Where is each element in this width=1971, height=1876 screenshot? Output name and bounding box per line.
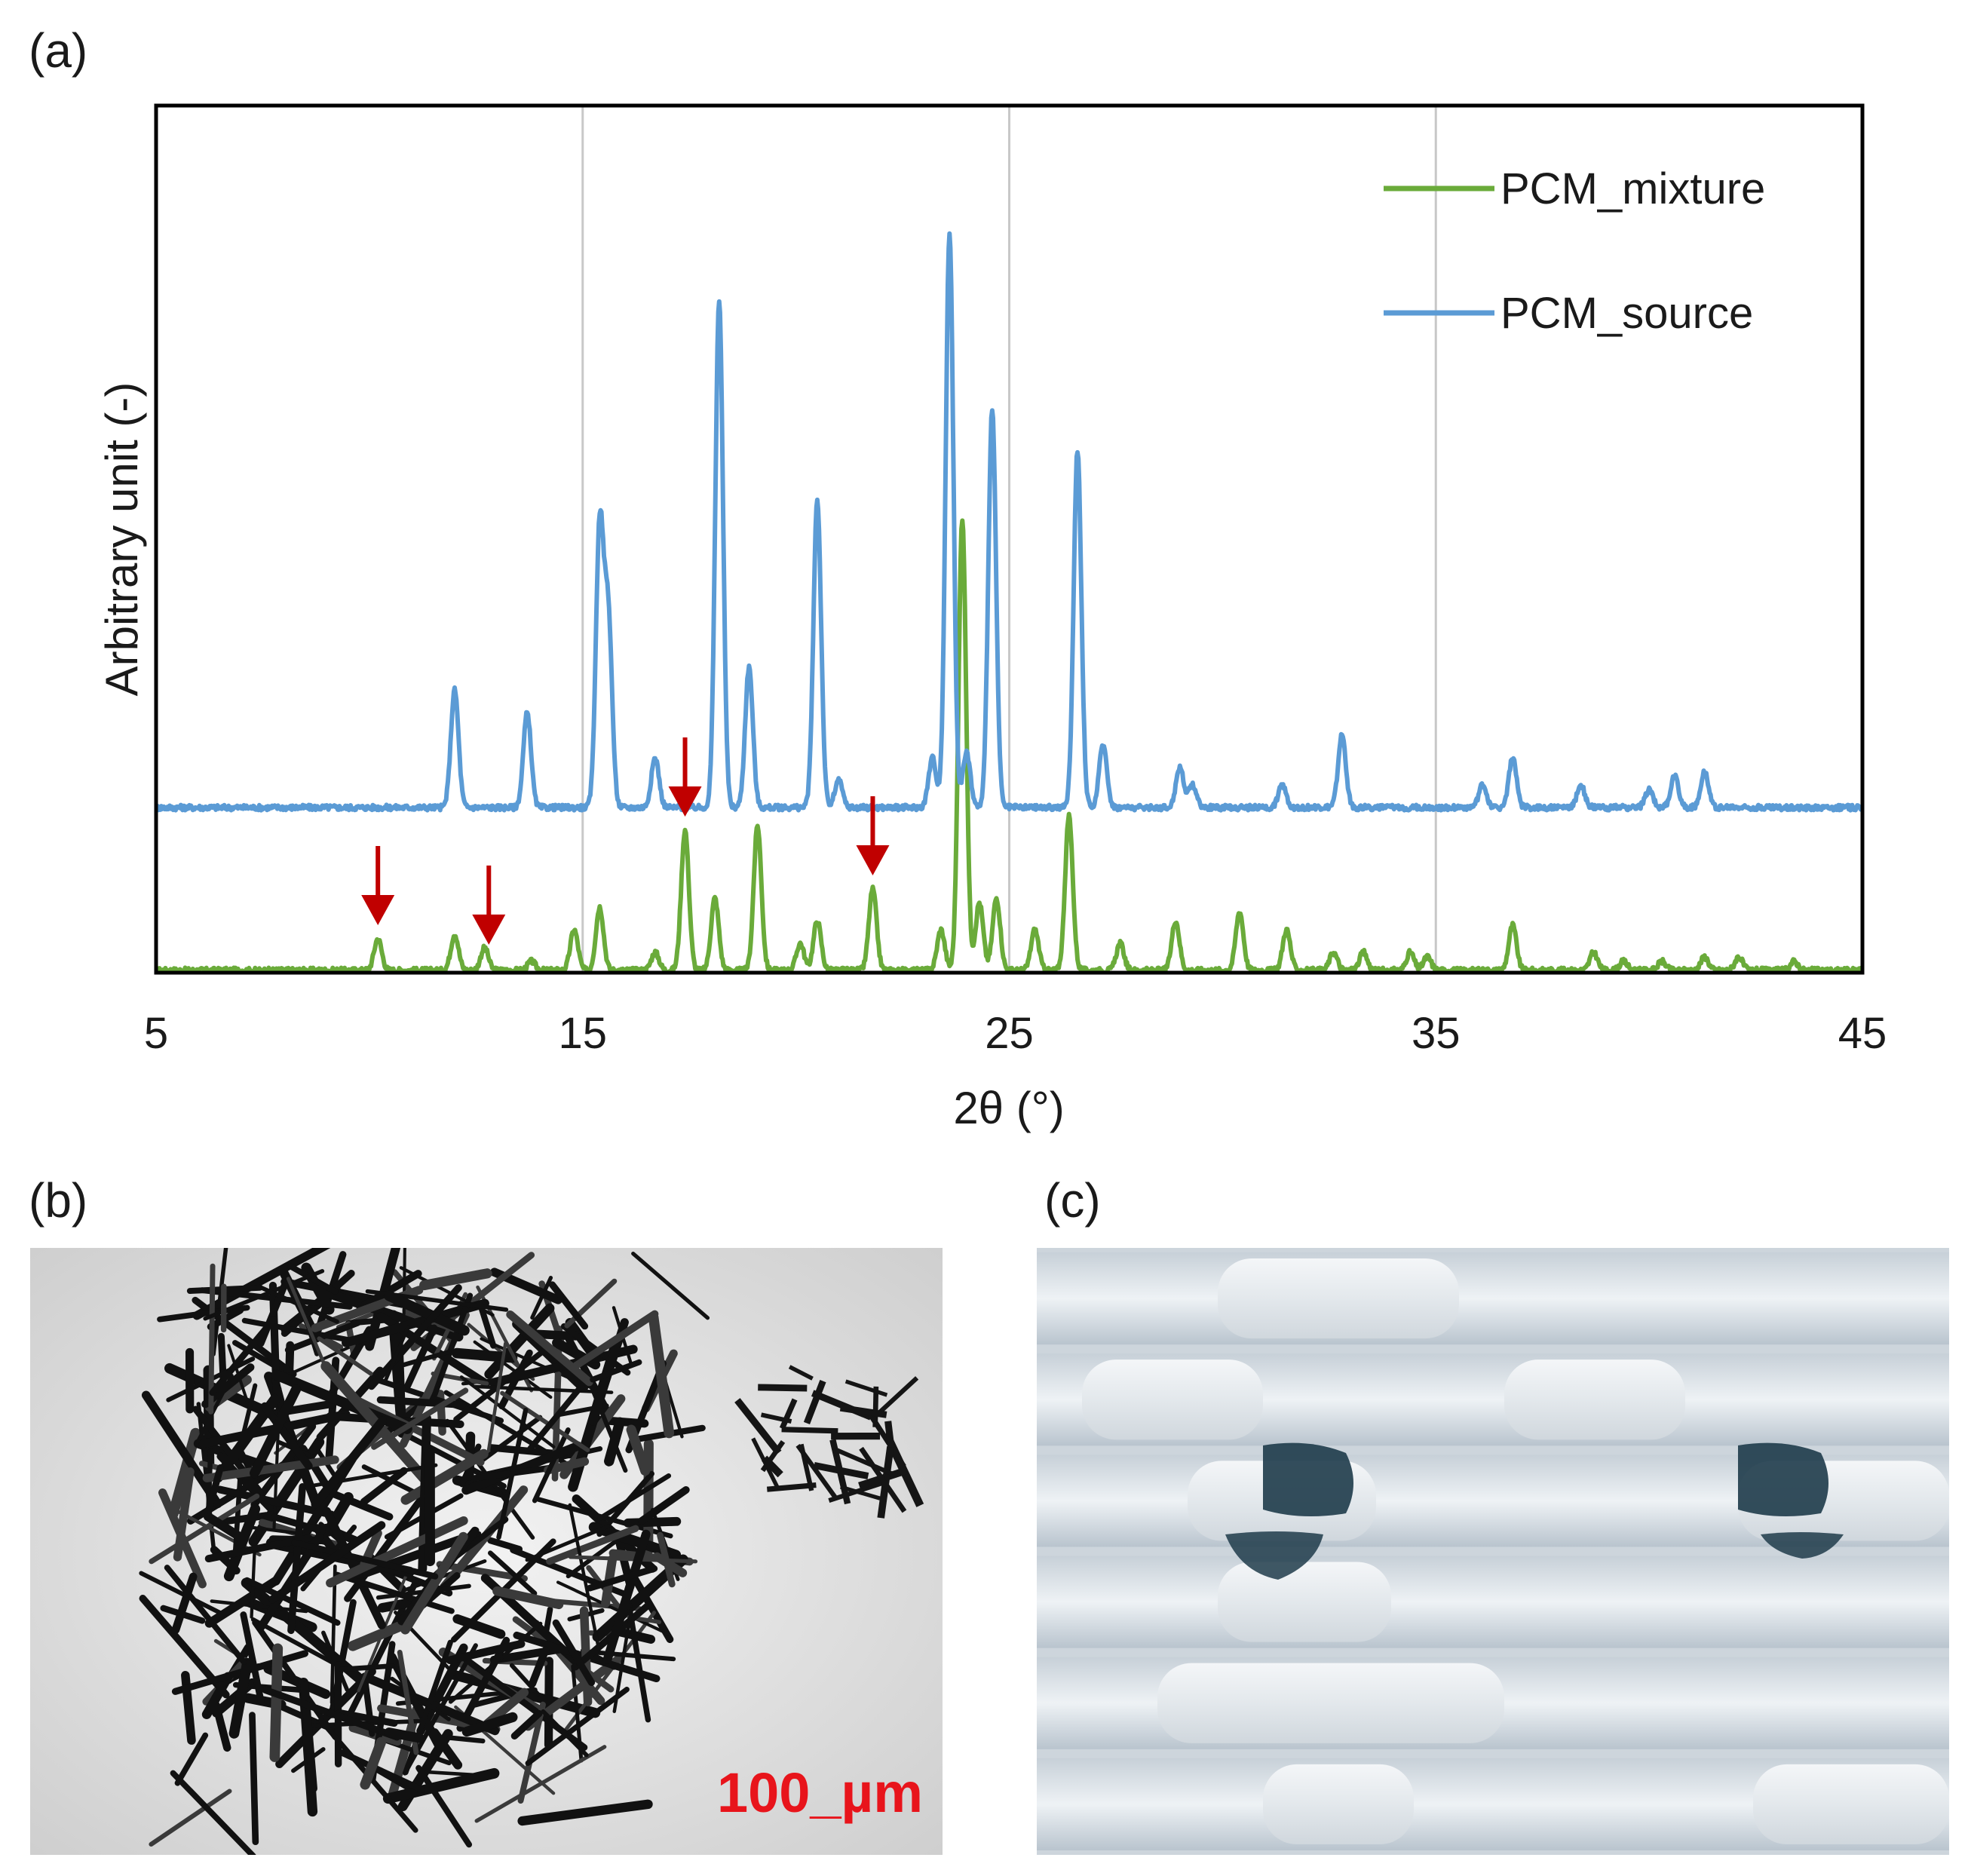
- legend: PCM_mixture PCM_source: [1384, 164, 1765, 338]
- arrow-marker-1: [472, 865, 506, 945]
- series-layer: [156, 231, 1862, 973]
- arrow-marker-0: [361, 846, 395, 925]
- series-line-PCM_mixture: [156, 518, 1862, 973]
- legend-label-source: PCM_source: [1500, 289, 1753, 338]
- series-line-PCM_source: [156, 231, 1862, 813]
- x-tick-label-4: 45: [1838, 1009, 1887, 1058]
- capsule-photo: [1037, 1248, 1949, 1855]
- panel-label-a: (a): [29, 23, 88, 78]
- annotation-arrows: [361, 737, 890, 945]
- x-tick-label-1: 15: [558, 1009, 607, 1058]
- x-axis-label: 2θ (°): [953, 1083, 1064, 1133]
- scale-bar-label: 100_µm: [716, 1761, 923, 1824]
- x-tick-labels: 5 15 25 35 45: [144, 1009, 1887, 1058]
- xrd-chart: 5 15 25 35 45 2θ (°) Arbitrary unit (-) PCM_…: [97, 103, 1887, 1133]
- plot-frame: [154, 103, 1865, 975]
- y-axis-label: Arbitrary unit (-): [97, 382, 147, 697]
- arrow-marker-3: [856, 796, 890, 875]
- x-tick-label-2: 25: [985, 1009, 1034, 1058]
- micrograph-photo: 100_µm: [30, 1248, 943, 1855]
- capsule-tubes-image: [1037, 1248, 1949, 1855]
- x-tick-label-3: 35: [1412, 1009, 1461, 1058]
- x-tick-label-0: 5: [144, 1009, 168, 1058]
- arrow-marker-2: [668, 737, 702, 817]
- grid-lines: [581, 106, 1437, 973]
- crystal-cluster-image: [30, 1248, 943, 1855]
- legend-label-mixture: PCM_mixture: [1500, 164, 1765, 213]
- panel-label-b: (b): [29, 1173, 88, 1228]
- panel-label-c: (c): [1044, 1173, 1101, 1228]
